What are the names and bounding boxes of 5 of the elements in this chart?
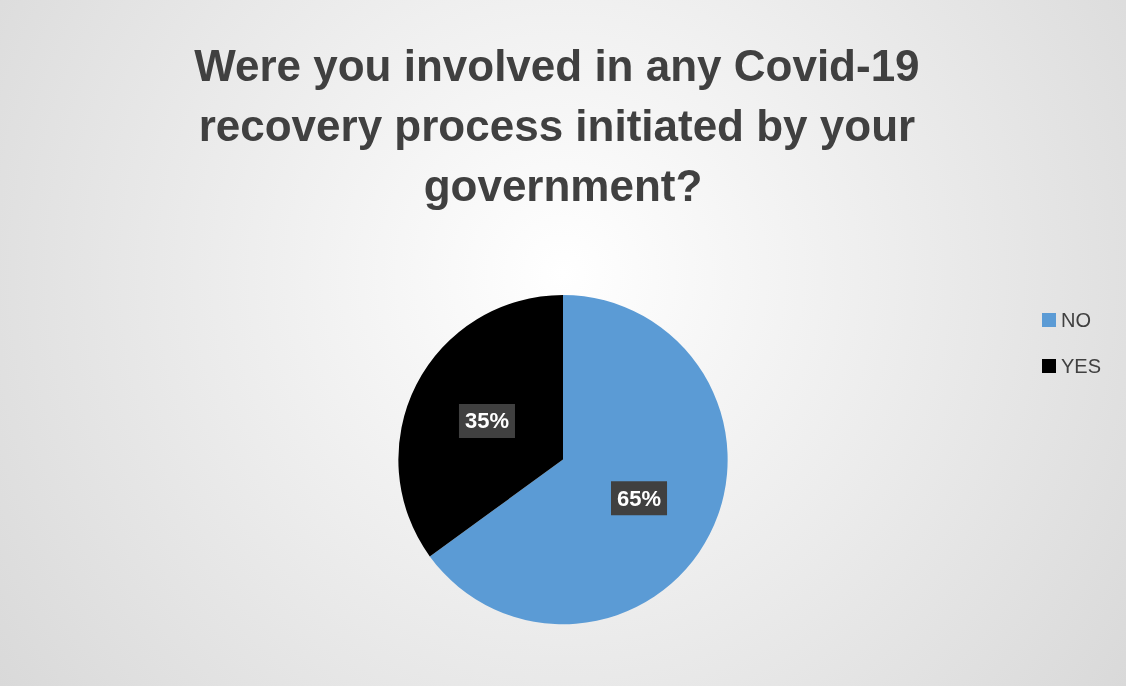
data-label: 35% [464, 408, 509, 434]
chart-title: Were you involved in any Covid-19 recovery process initiated by your government? [194, 40, 932, 210]
legend-label: YES [1060, 355, 1102, 377]
data-label: 65% [617, 485, 662, 511]
legend-label: NO [1060, 309, 1091, 331]
